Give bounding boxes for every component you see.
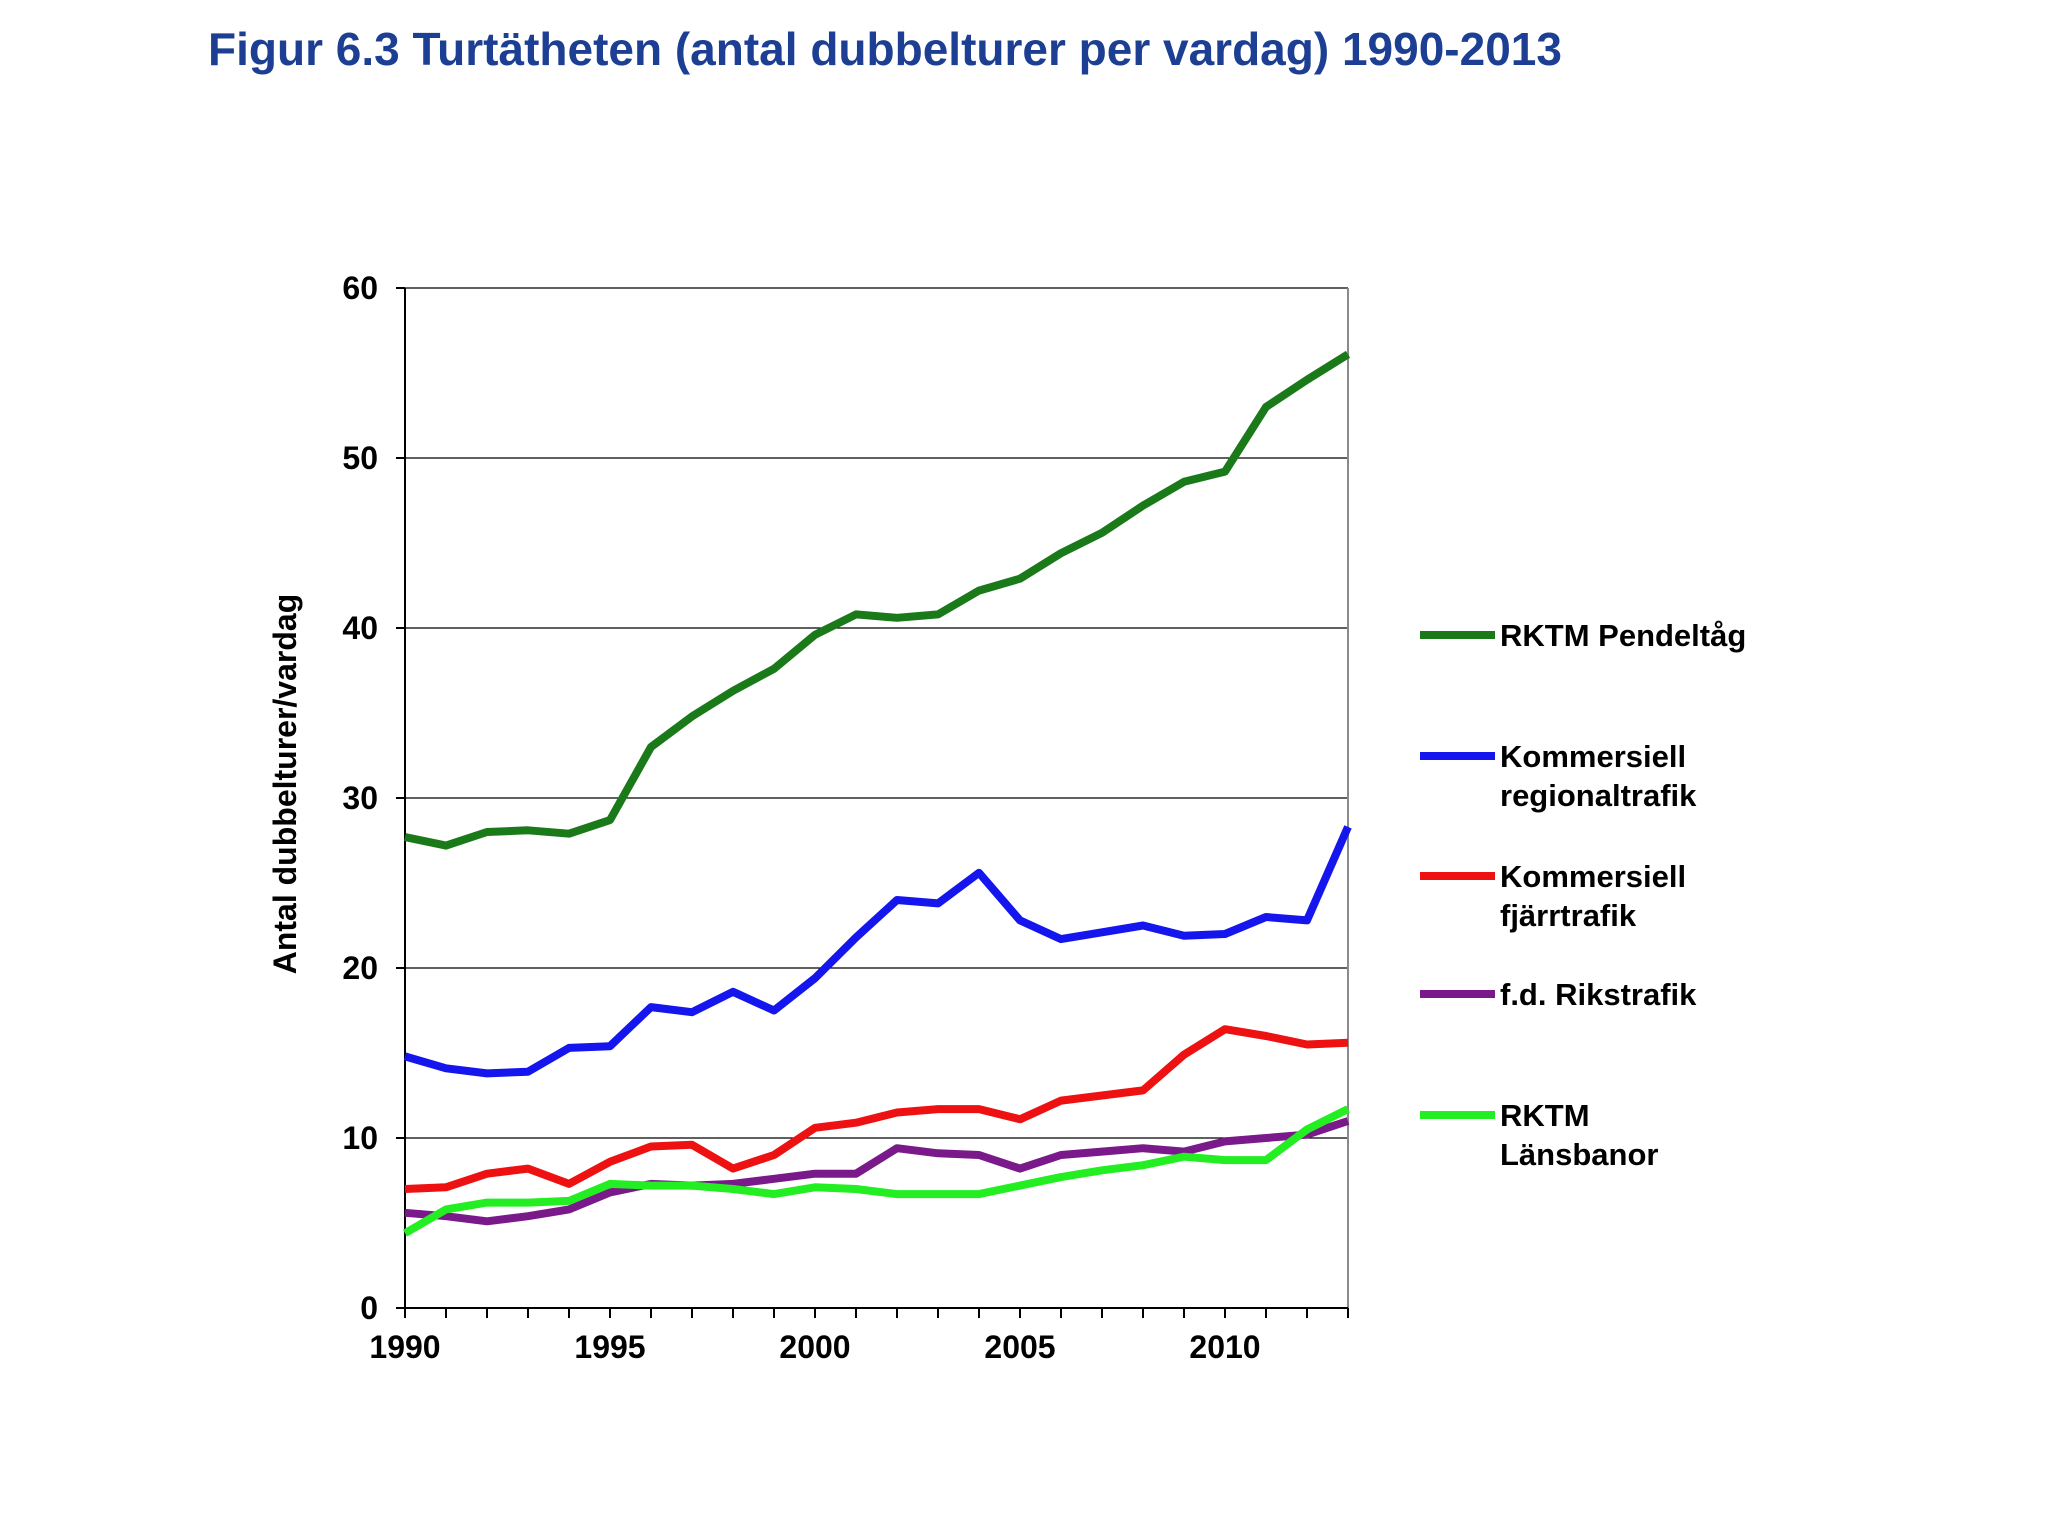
legend-label-2: regionaltrafik	[1500, 778, 1697, 813]
legend-label-5: RKTM	[1500, 1098, 1590, 1133]
x-tick-label: 2000	[779, 1329, 850, 1365]
y-tick-label: 60	[342, 270, 378, 306]
legend-label-1: RKTM Pendeltåg	[1500, 618, 1746, 653]
legend-label-2: Kommersiell	[1500, 739, 1686, 774]
y-axis: 0 10 20 30 40 50 60	[342, 270, 406, 1326]
y-tick-label: 50	[342, 440, 378, 476]
series-line-5	[402, 1105, 1350, 1237]
x-tick-label: 2005	[984, 1329, 1055, 1365]
legend-label-4: f.d. Rikstrafik	[1500, 977, 1697, 1012]
page-title: Figur 6.3 Turtätheten (antal dubbelturer…	[208, 23, 1562, 75]
y-tick-label: 10	[342, 1120, 378, 1156]
series-lines	[402, 350, 1352, 1237]
series-line-2	[403, 825, 1352, 1078]
legend-label-3: Kommersiell	[1500, 859, 1686, 894]
legend-label-5: Länsbanor	[1500, 1137, 1658, 1172]
series-line-3	[404, 1025, 1349, 1193]
grid-lines	[405, 287, 1348, 1139]
y-axis-label: Antal dubbelturer/vardag	[267, 594, 303, 975]
x-axis: 1990 1995 2000 2005 2010	[369, 1307, 1349, 1365]
y-tick-label: 20	[342, 950, 378, 986]
series-line-1	[404, 350, 1351, 850]
x-tick-label: 1990	[369, 1329, 440, 1365]
x-tick-label: 1995	[574, 1329, 645, 1365]
legend: RKTM Pendeltåg Kommersiell regionaltrafik K…	[1420, 618, 1746, 1172]
legend-label-3: fjärrtrafik	[1500, 898, 1637, 933]
y-tick-label: 0	[360, 1290, 378, 1326]
y-tick-label: 40	[342, 610, 378, 646]
x-tick-label: 2010	[1189, 1329, 1260, 1365]
series-line-4	[404, 1117, 1350, 1226]
y-tick-label: 30	[342, 780, 378, 816]
